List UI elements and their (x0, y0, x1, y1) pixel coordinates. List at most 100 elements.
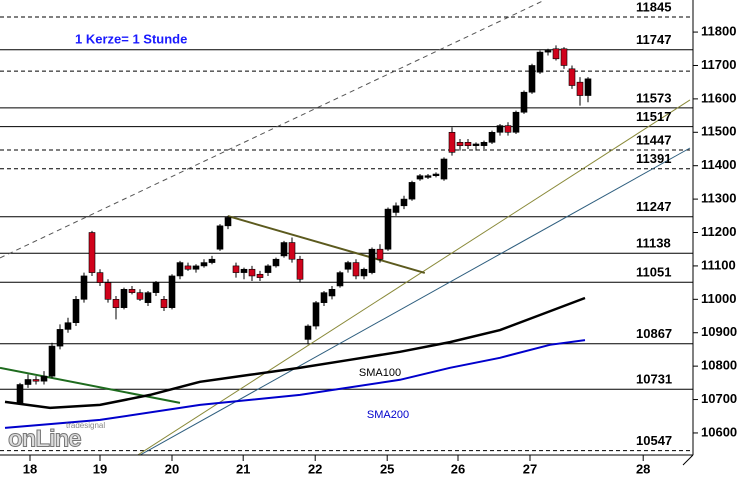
candle-body (456, 142, 464, 146)
candle-body (576, 81, 584, 96)
candle-body (240, 268, 248, 273)
candle-body (64, 322, 72, 330)
candle-body (24, 379, 32, 385)
candle-body (432, 173, 440, 177)
level-label: 10867 (636, 326, 672, 341)
candle-body (248, 268, 256, 277)
x-tick-label: 28 (636, 461, 650, 476)
y-tick-label: 11000 (701, 291, 736, 306)
candle-body (16, 384, 24, 404)
candle-body (224, 217, 232, 227)
level-label: 10547 (636, 433, 672, 448)
y-tick-label: 11500 (701, 124, 736, 139)
candle-body (104, 282, 112, 300)
axis-corner (682, 454, 694, 466)
candle-body (504, 125, 512, 133)
level-label: 11517 (636, 109, 671, 124)
y-tick-label: 11600 (701, 90, 736, 105)
candle-body (208, 258, 216, 263)
candle-body (312, 302, 320, 327)
candle-body (360, 268, 368, 277)
candle-body (56, 329, 64, 347)
candle-body (464, 142, 472, 146)
series-label: SMA100 (359, 367, 401, 379)
candle-body (384, 208, 392, 250)
annotation: 1 Kerze= 1 Stunde (75, 31, 187, 46)
candle-body (536, 51, 544, 73)
level-label: 11845 (636, 0, 671, 14)
candle-body (32, 379, 40, 382)
candle-body (288, 242, 296, 260)
y-tick-label: 10700 (701, 391, 737, 406)
sma-line (4, 296, 586, 410)
candle-body (392, 205, 400, 213)
candle-body (552, 48, 560, 60)
series-label: SMA200 (367, 409, 409, 421)
candle-body (200, 262, 208, 267)
level-label: 11391 (636, 151, 671, 166)
candle-body (584, 78, 592, 96)
y-tick-label: 11400 (701, 157, 736, 172)
candle-body (160, 299, 168, 308)
candle-body (232, 265, 240, 273)
candle-body (424, 175, 432, 178)
candle-body (136, 292, 144, 300)
level-label: 11138 (636, 236, 671, 251)
candle-body (448, 131, 456, 153)
x-tick-label: 18 (23, 461, 37, 476)
candle-body (96, 272, 104, 283)
candle-body (184, 265, 192, 270)
candle-body (120, 289, 128, 308)
candle-body (40, 375, 48, 382)
candle-body (112, 299, 120, 308)
candle-body (376, 248, 384, 260)
candle-body (520, 91, 528, 113)
y-tick-label: 11100 (701, 257, 736, 272)
y-tick-label: 10900 (701, 324, 737, 339)
y-tick-label: 11200 (701, 224, 736, 239)
trend-line (0, 0, 546, 259)
x-tick-label: 27 (523, 461, 537, 476)
x-tick-label: 19 (93, 461, 107, 476)
candle-body (216, 225, 224, 250)
logo-large: onLine (8, 425, 81, 452)
level-label: 11247 (636, 199, 671, 214)
candle-body (528, 65, 536, 93)
x-tick-label: 20 (165, 461, 179, 476)
candle-body (344, 262, 352, 270)
x-tick-label: 26 (451, 461, 465, 476)
trend-line (136, 99, 691, 455)
candle-body (296, 258, 304, 280)
candle-body (72, 299, 80, 324)
candle-body (264, 265, 272, 273)
plot-area (0, 0, 693, 455)
x-tick-label: 25 (380, 461, 394, 476)
candle-body (488, 131, 496, 143)
candle-body (352, 262, 360, 277)
trend-line (227, 215, 426, 274)
candle-body (544, 50, 552, 53)
candle-body (144, 292, 152, 303)
candle-body (48, 345, 56, 377)
candle-body (328, 289, 336, 297)
candle-body (80, 275, 88, 300)
candle-body (256, 273, 264, 278)
candle-body (416, 175, 424, 180)
candle-body (176, 262, 184, 277)
y-tick-label: 10600 (701, 424, 737, 439)
trend-line (0, 366, 181, 404)
candle-body (408, 182, 416, 200)
candle-body (320, 292, 328, 303)
x-tick-label: 21 (236, 461, 250, 476)
y-tick-label: 11300 (701, 191, 736, 206)
candle-body (152, 282, 160, 293)
level-label: 11447 (636, 132, 671, 147)
candle-body (568, 68, 576, 86)
level-label: 10731 (636, 372, 672, 387)
candle-body (512, 111, 520, 133)
candle-body (192, 265, 200, 270)
candle-body (336, 272, 344, 287)
y-tick-label: 10800 (701, 358, 737, 373)
candle-body (440, 158, 448, 180)
